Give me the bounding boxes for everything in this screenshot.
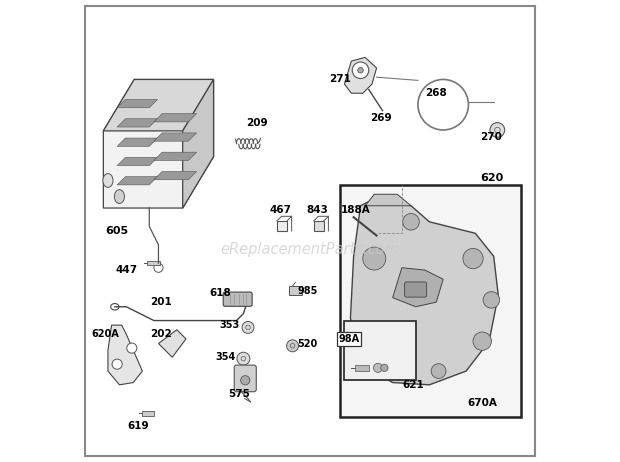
- Circle shape: [483, 292, 500, 308]
- Text: 202: 202: [150, 329, 172, 339]
- Text: 985: 985: [298, 286, 318, 296]
- Circle shape: [432, 364, 446, 378]
- Circle shape: [373, 363, 383, 372]
- Polygon shape: [392, 268, 443, 307]
- Text: 270: 270: [480, 132, 502, 142]
- Polygon shape: [154, 133, 197, 141]
- Polygon shape: [117, 119, 157, 127]
- Circle shape: [237, 352, 250, 365]
- Polygon shape: [104, 79, 213, 208]
- Circle shape: [358, 67, 363, 73]
- Text: 575: 575: [228, 389, 250, 399]
- Bar: [355, 365, 369, 371]
- Polygon shape: [365, 194, 411, 206]
- Polygon shape: [117, 176, 157, 185]
- Bar: [373, 234, 378, 239]
- Circle shape: [352, 62, 369, 79]
- Polygon shape: [108, 325, 143, 385]
- Text: 271: 271: [329, 74, 351, 85]
- Circle shape: [112, 359, 122, 369]
- Polygon shape: [117, 158, 157, 165]
- Text: 843: 843: [306, 205, 328, 215]
- FancyBboxPatch shape: [405, 282, 427, 297]
- FancyBboxPatch shape: [234, 365, 256, 392]
- Bar: [147, 261, 160, 266]
- Polygon shape: [117, 99, 157, 108]
- Text: 605: 605: [105, 226, 129, 236]
- FancyBboxPatch shape: [223, 292, 252, 306]
- Text: 447: 447: [115, 265, 138, 275]
- Text: 268: 268: [425, 88, 447, 98]
- Ellipse shape: [103, 174, 113, 188]
- Polygon shape: [154, 152, 197, 160]
- Circle shape: [463, 249, 483, 269]
- Circle shape: [381, 364, 388, 371]
- Polygon shape: [154, 171, 197, 180]
- Circle shape: [363, 247, 386, 270]
- Text: 98A: 98A: [339, 334, 360, 344]
- Polygon shape: [159, 330, 186, 357]
- Text: 201: 201: [150, 297, 172, 307]
- Polygon shape: [183, 79, 213, 208]
- Circle shape: [286, 340, 298, 352]
- Text: 618: 618: [210, 288, 231, 298]
- Text: 354: 354: [215, 353, 235, 362]
- Circle shape: [403, 213, 419, 230]
- Polygon shape: [345, 57, 376, 93]
- Text: 188A: 188A: [341, 205, 371, 215]
- Bar: [340, 185, 521, 417]
- Text: 670A: 670A: [467, 398, 497, 408]
- Text: 619: 619: [127, 421, 149, 431]
- Bar: [345, 321, 415, 380]
- Text: 620A: 620A: [92, 329, 120, 339]
- Circle shape: [241, 376, 250, 385]
- Circle shape: [126, 343, 137, 353]
- Text: 467: 467: [269, 205, 291, 215]
- Polygon shape: [117, 138, 157, 146]
- Circle shape: [473, 332, 492, 350]
- Circle shape: [242, 322, 254, 334]
- Bar: [314, 221, 324, 231]
- Ellipse shape: [114, 190, 125, 203]
- Text: eReplacementParts.com: eReplacementParts.com: [221, 242, 399, 257]
- Text: 520: 520: [298, 339, 318, 348]
- Text: 269: 269: [370, 114, 392, 123]
- Polygon shape: [350, 196, 498, 385]
- Bar: [290, 286, 302, 295]
- Text: 620: 620: [480, 173, 503, 183]
- Text: 353: 353: [219, 320, 240, 330]
- Circle shape: [371, 361, 386, 376]
- Bar: [143, 411, 154, 416]
- Text: 209: 209: [246, 118, 268, 128]
- Text: 621: 621: [402, 380, 424, 390]
- Polygon shape: [104, 79, 213, 131]
- Polygon shape: [154, 114, 197, 122]
- Bar: [277, 221, 287, 231]
- Circle shape: [490, 122, 505, 137]
